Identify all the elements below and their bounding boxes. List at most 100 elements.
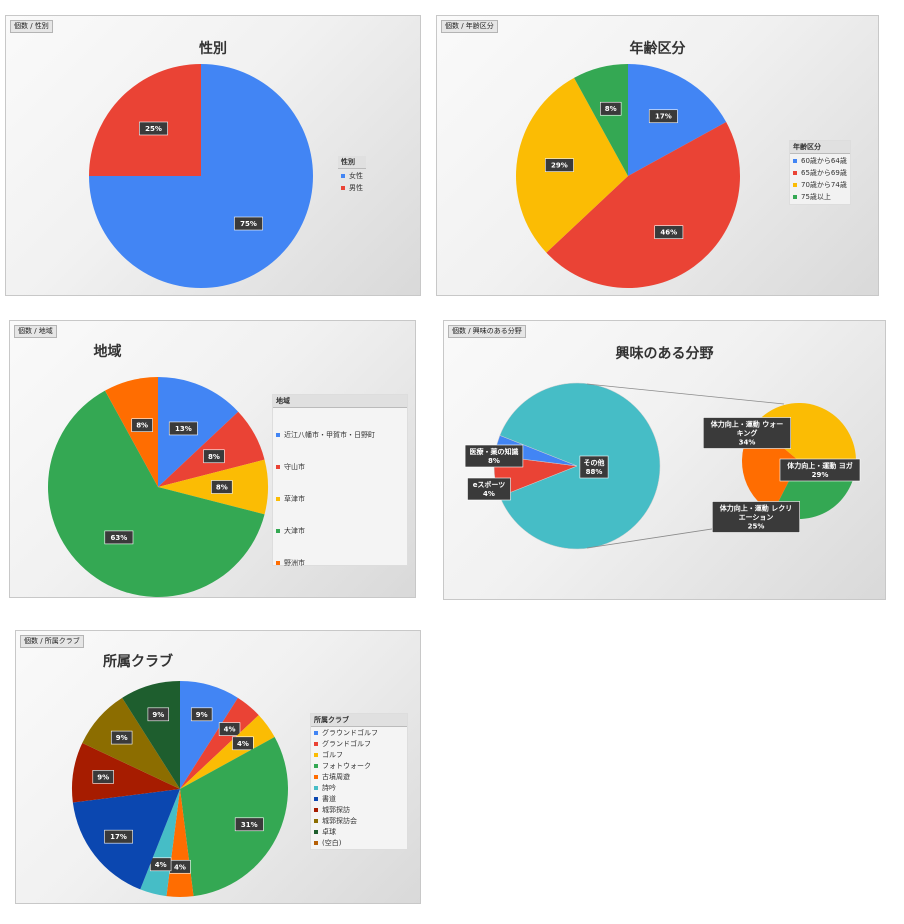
legend-item[interactable]: 草津市: [273, 494, 407, 504]
data-label-box: [232, 736, 254, 751]
data-label-box: [211, 480, 233, 494]
data-label: 9%: [147, 707, 170, 722]
legend-item[interactable]: 野洲市: [273, 558, 407, 568]
data-label: 31%: [234, 817, 264, 832]
legend-swatch: [341, 174, 345, 178]
legend-swatch: [276, 497, 280, 501]
data-label: 75%: [240, 220, 257, 228]
legend-label: ゴルフ: [322, 751, 343, 759]
pie-slice[interactable]: [180, 736, 288, 897]
legend-label: 70歳から74歳: [801, 181, 847, 189]
data-label-box: [110, 730, 133, 745]
legend-label: 詩吟: [322, 784, 336, 792]
data-label: 88%: [586, 468, 603, 476]
legend-swatch: [314, 830, 318, 834]
data-label: 4%: [483, 490, 495, 498]
pie-slice[interactable]: [47, 390, 265, 597]
legend-item[interactable]: 女性: [338, 171, 366, 181]
pie-chart-club[interactable]: 9%4%4%31%4%4%17%9%9%9%: [16, 631, 420, 903]
legend-item[interactable]: 60歳から64歳: [790, 156, 850, 166]
legend-label: 65歳から69歳: [801, 169, 847, 177]
legend-swatch: [314, 797, 318, 801]
chart-title: 興味のある分野: [615, 346, 714, 362]
legend-item[interactable]: 75歳以上: [790, 192, 850, 202]
legend-label: グランドゴルフ: [322, 740, 371, 748]
legend-item[interactable]: 守山市: [273, 462, 407, 472]
legend-item[interactable]: 城郭探訪: [311, 805, 407, 815]
data-label-box: [648, 109, 678, 124]
legend-item[interactable]: 70歳から74歳: [790, 180, 850, 190]
data-label: 29%: [545, 158, 574, 172]
legend-swatch: [314, 731, 318, 735]
data-label-box: [234, 216, 263, 231]
legend-item[interactable]: 書道: [311, 794, 407, 804]
legend-label: 草津市: [284, 495, 305, 503]
chart-tag[interactable]: 個数 / 所属クラブ: [20, 635, 84, 648]
legend-item[interactable]: 城郭探訪会: [311, 816, 407, 826]
legend-swatch: [793, 195, 797, 199]
legend-item[interactable]: 卓球: [311, 827, 407, 837]
pie-slice[interactable]: [546, 122, 740, 289]
pie-slice[interactable]: [158, 411, 265, 487]
legend-title: 所属クラブ: [311, 714, 407, 727]
data-label: 25%: [748, 523, 765, 531]
legend-item[interactable]: 男性: [338, 183, 366, 193]
data-label: 13%: [168, 421, 198, 436]
chart-tag[interactable]: 個数 / 年齢区分: [441, 20, 498, 33]
legend-item[interactable]: フォトウォーク: [311, 761, 407, 771]
data-label: 4%: [155, 861, 167, 869]
chart-tag[interactable]: 個数 / 性別: [10, 20, 53, 33]
legend-item[interactable]: ゴルフ: [311, 750, 407, 760]
legend-label: 守山市: [284, 463, 305, 471]
pie-slice[interactable]: [89, 64, 201, 176]
legend-label: 近江八幡市・甲賀市・日野町: [284, 431, 375, 439]
chart-tag[interactable]: 個数 / 地域: [14, 325, 57, 338]
data-label: 17%: [110, 833, 127, 841]
pie-slice[interactable]: [180, 715, 275, 789]
data-label: 8%: [600, 101, 622, 116]
legend-item[interactable]: 詩吟: [311, 783, 407, 793]
chart-tag[interactable]: 個数 / 興味のある分野: [448, 325, 526, 338]
legend-swatch: [314, 808, 318, 812]
data-label-box: [92, 770, 114, 784]
data-label: 8%: [208, 453, 220, 461]
pie-chart-age[interactable]: 17% 46% 29% 8%: [437, 16, 878, 295]
pie-chart-region[interactable]: 13% 8% 8% 63% 8%: [10, 321, 415, 597]
data-label: その他: [584, 458, 605, 467]
legend-item[interactable]: 大津市: [273, 526, 407, 536]
pie-slice[interactable]: [180, 697, 259, 789]
data-label: 4%: [237, 740, 249, 748]
data-label-box: [702, 417, 791, 449]
legend-label: 野洲市: [284, 559, 305, 567]
legend-label: 古墳周遊: [322, 773, 350, 781]
data-label: 8%: [203, 449, 225, 464]
data-label: 4%: [174, 863, 186, 871]
data-label: 9%: [92, 770, 114, 784]
pie-chart-gender[interactable]: 75% 25%: [6, 16, 420, 295]
data-label: 8%: [136, 422, 148, 430]
chart-panel-interest: 個数 / 興味のある分野 興味のある分野 その他 88% 医療・薬の知識 8% eスポー…: [443, 320, 886, 600]
legend-item[interactable]: 65歳から69歳: [790, 168, 850, 178]
pie-slice[interactable]: [72, 743, 180, 803]
data-label-box: [147, 707, 170, 722]
pie-slice[interactable]: [574, 64, 628, 176]
legend-item[interactable]: 古墳周遊: [311, 772, 407, 782]
legend-item[interactable]: 近江八幡市・甲賀市・日野町: [273, 430, 407, 440]
pie-slice[interactable]: [158, 377, 239, 487]
data-label-box: [779, 458, 861, 482]
legend-item[interactable]: グランドゴルフ: [311, 739, 407, 749]
data-label: 9%: [196, 711, 208, 719]
legend-item[interactable]: (空白): [311, 838, 407, 848]
legend-label: フォトウォーク: [322, 762, 371, 770]
data-label: 13%: [175, 425, 192, 433]
data-label: 9%: [116, 734, 128, 742]
legend-item[interactable]: グラウンドゴルフ: [311, 728, 407, 738]
chart-panel-gender: 個数 / 性別 性別 75% 25% 性別 女性 男性: [5, 15, 421, 296]
legend-swatch: [314, 753, 318, 757]
data-label-box: [711, 501, 800, 533]
data-label-box: [131, 418, 153, 433]
